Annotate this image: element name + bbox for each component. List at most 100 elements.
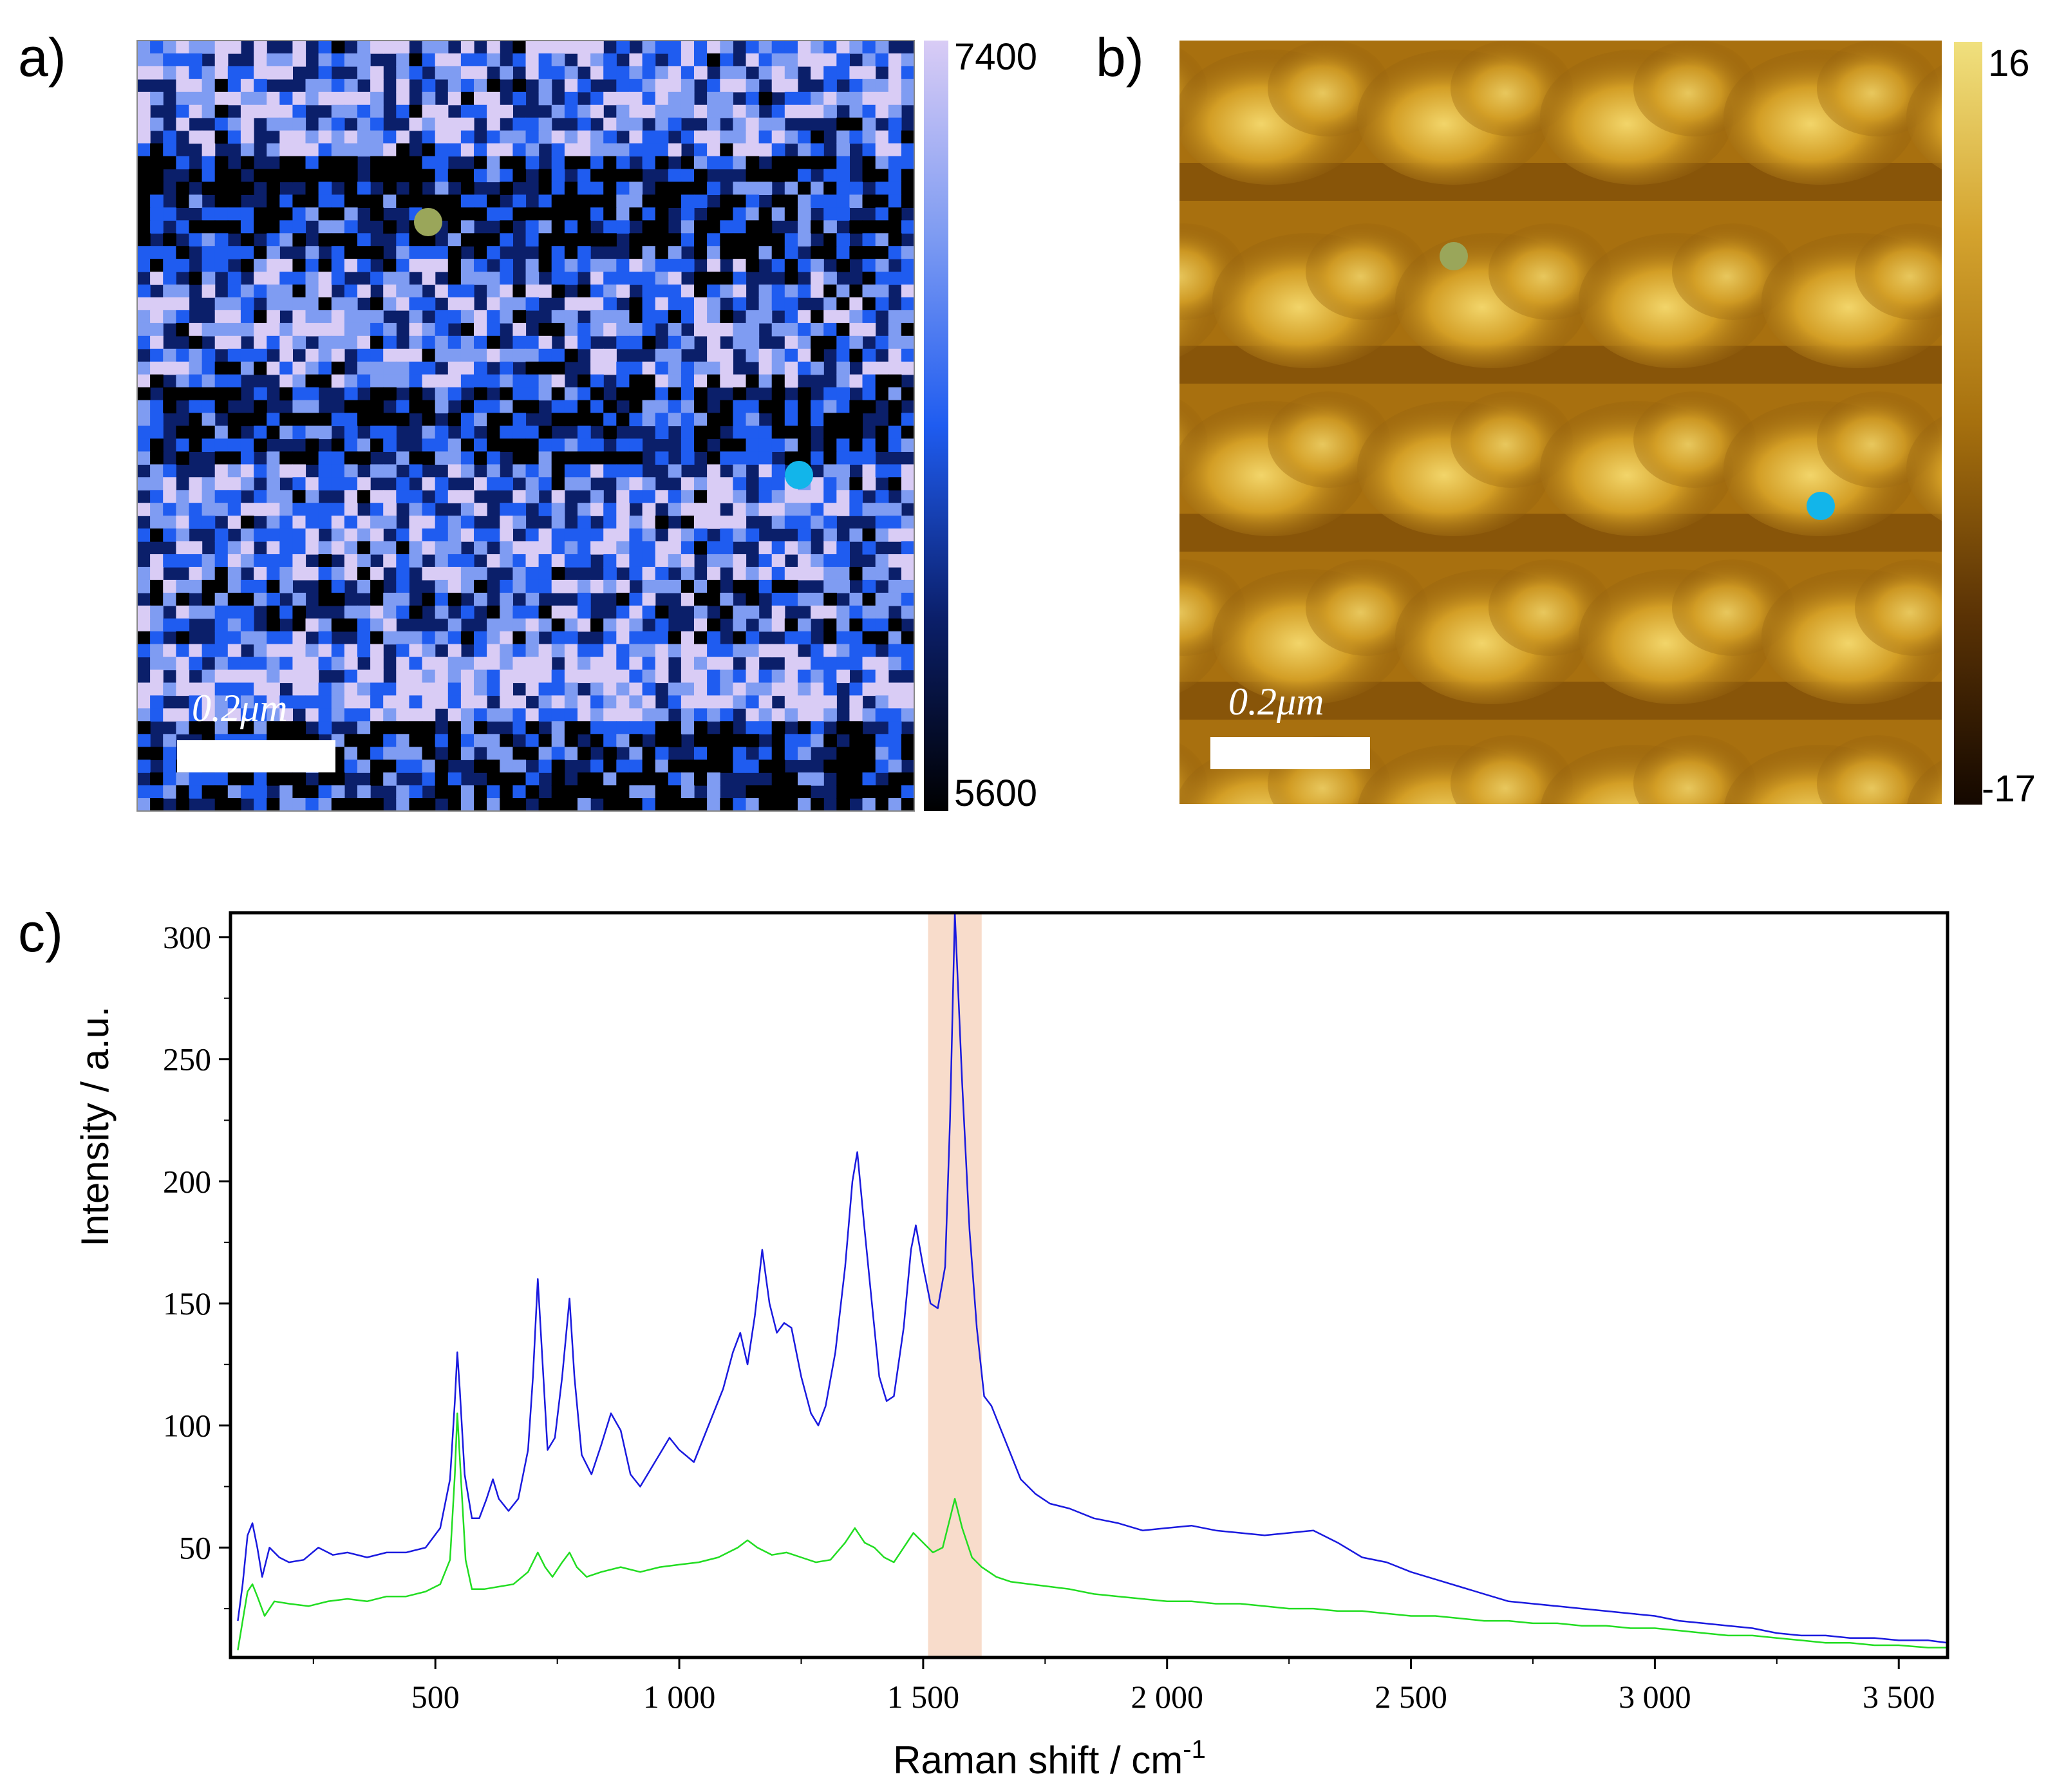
map-a-pixel (227, 438, 241, 452)
map-a-pixel (267, 657, 280, 671)
map-a-pixel (227, 348, 241, 362)
map-a-pixel (331, 451, 345, 465)
map-a-pixel (733, 464, 747, 478)
map-a-pixel (823, 387, 837, 401)
map-a-pixel (642, 747, 656, 760)
map-a-pixel (655, 194, 669, 208)
map-a-pixel (292, 91, 306, 106)
map-a-pixel (798, 708, 811, 722)
map-a-pixel (500, 182, 513, 195)
map-a-pixel (758, 721, 773, 734)
map-a-pixel (578, 477, 591, 490)
map-a-pixel (798, 361, 811, 375)
map-a-pixel (305, 194, 319, 208)
map-a-pixel (590, 143, 604, 157)
map-a-pixel (396, 477, 409, 490)
map-a-pixel (784, 272, 798, 285)
map-a-pixel (254, 798, 267, 811)
map-a-pixel (267, 259, 280, 272)
map-a-pixel (422, 516, 436, 529)
map-a-pixel (305, 503, 319, 516)
map-a-pixel (267, 53, 280, 67)
map-a-pixel (512, 503, 527, 516)
map-a-pixel (267, 605, 280, 619)
map-a-pixel (305, 516, 319, 529)
map-a-pixel (590, 682, 604, 696)
map-a-pixel (707, 233, 720, 247)
map-a-pixel (409, 169, 423, 183)
map-a-pixel (823, 734, 837, 747)
map-a-pixel (227, 798, 241, 811)
map-a-pixel (616, 605, 630, 619)
map-a-pixel (176, 297, 190, 311)
map-a-pixel (578, 297, 591, 311)
map-a-pixel (784, 335, 798, 350)
map-a-pixel (707, 592, 720, 606)
map-a-pixel (512, 618, 527, 632)
map-a-pixel (447, 541, 462, 555)
map-a-pixel (629, 528, 643, 542)
map-a-pixel (875, 605, 889, 619)
map-a-pixel (888, 374, 902, 388)
map-a-pixel (357, 644, 371, 658)
panel-a-colorbar (924, 41, 948, 811)
map-a-pixel (720, 682, 733, 696)
map-a-pixel (357, 579, 371, 593)
map-a-pixel (836, 631, 850, 645)
map-a-pixel (720, 554, 733, 568)
map-a-pixel (525, 451, 540, 465)
map-a-pixel (267, 682, 280, 696)
map-a-pixel (655, 554, 669, 568)
map-a-pixel (422, 772, 436, 786)
map-a-pixel (681, 425, 695, 440)
map-a-pixel (538, 348, 552, 362)
map-a-pixel (849, 310, 863, 324)
map-a-pixel (784, 657, 798, 671)
map-a-pixel (279, 143, 293, 157)
map-a-pixel (888, 348, 902, 362)
map-a-pixel (383, 143, 397, 157)
map-a-pixel (500, 528, 513, 542)
map-a-pixel (137, 708, 151, 722)
map-a-pixel (578, 644, 591, 658)
map-a-pixel (629, 605, 643, 619)
map-a-pixel (564, 156, 578, 170)
map-a-pixel (435, 194, 449, 208)
map-a-pixel (512, 41, 527, 54)
map-a-pixel (202, 169, 216, 183)
map-a-pixel (733, 528, 747, 542)
map-a-pixel (733, 117, 747, 131)
map-a-pixel (578, 322, 591, 337)
map-a-pixel (733, 259, 747, 272)
map-a-pixel (318, 182, 332, 195)
map-a-pixel (383, 682, 397, 696)
map-a-pixel (176, 117, 190, 131)
map-a-pixel (214, 644, 229, 658)
map-a-pixel (590, 387, 604, 401)
map-a-pixel (460, 438, 474, 452)
map-a-pixel (500, 618, 513, 632)
map-a-pixel (254, 721, 267, 734)
map-a-pixel (512, 374, 527, 388)
map-a-pixel (214, 182, 229, 195)
map-a-pixel (163, 387, 176, 401)
map-a-pixel (292, 541, 306, 555)
map-a-pixel (538, 361, 552, 375)
map-a-pixel (525, 772, 540, 786)
map-a-pixel (590, 130, 604, 144)
map-a-pixel (163, 477, 176, 490)
map-a-pixel (202, 477, 216, 490)
map-a-pixel (292, 682, 306, 696)
map-a-pixel (500, 130, 513, 144)
map-a-pixel (137, 785, 151, 799)
map-a-pixel (629, 721, 643, 734)
map-a-pixel (707, 760, 720, 773)
map-a-pixel (746, 785, 760, 799)
map-a-pixel (137, 605, 151, 619)
map-a-pixel (305, 361, 319, 375)
map-a-pixel (707, 143, 720, 157)
map-a-pixel (603, 361, 617, 375)
map-a-pixel (811, 669, 824, 684)
map-a-pixel (901, 322, 914, 337)
map-a-pixel (474, 541, 487, 555)
